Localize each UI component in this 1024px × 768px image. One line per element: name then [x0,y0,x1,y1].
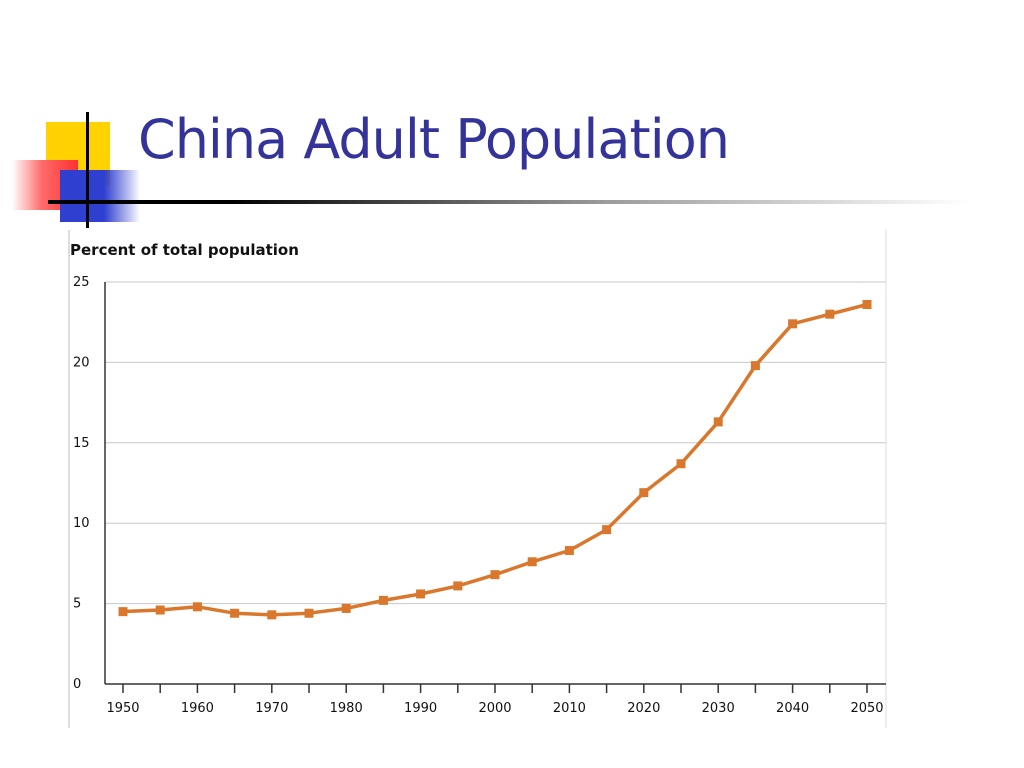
x-tick-label: 2010 [553,701,586,716]
data-point-marker [192,602,202,612]
data-series [118,300,872,620]
y-tick-label: 25 [73,275,90,290]
line-chart: 0 5 10 15 20 25 1950 1960 1970 1980 1990 2000 2010 20… [68,230,888,728]
data-point-marker [341,603,351,613]
data-point-marker [788,319,798,329]
y-tick-label: 20 [73,355,90,370]
series-line [122,302,868,617]
title-decoration-vertical-line [86,112,89,228]
data-point-marker [676,459,686,469]
y-tick-label: 15 [73,436,90,451]
x-tick-label: 2000 [478,701,511,716]
data-point-marker [490,570,500,580]
x-tick-label: 2030 [702,701,735,716]
data-point-marker [713,417,723,427]
chart-canvas: 0 5 10 15 20 25 1950 1960 1970 1980 1990 2000 2010 20… [68,230,887,728]
slide-title: China Adult Population [138,108,730,171]
x-tick-label: 1960 [181,701,214,716]
y-axis-label: Percent of total population [70,241,299,259]
axes: 0 5 10 15 20 25 1950 1960 1970 1980 1990 2000 2010 20… [68,230,887,728]
data-point-marker [155,605,165,615]
data-point-marker [304,608,314,618]
title-decoration-blue-block [60,170,140,222]
gridlines [105,281,886,605]
data-point-marker [267,610,277,620]
data-point-marker [639,488,649,498]
data-point-marker [564,546,574,556]
data-point-marker [230,608,240,618]
data-point-marker [378,595,388,605]
x-tick-label: 1970 [255,701,288,716]
data-point-marker [825,309,835,319]
data-point-marker [527,557,537,567]
x-tick-label: 2020 [627,701,660,716]
x-tick-label: 1950 [106,701,139,716]
data-point-marker [453,581,463,591]
x-tick-label: 2040 [776,701,809,716]
y-tick-label: 0 [73,677,81,692]
x-tick-label: 1980 [330,701,363,716]
x-tick-label: 2050 [850,701,883,716]
data-point-marker [118,607,128,617]
x-tick-label: 1990 [404,701,437,716]
title-underline-rule [48,200,968,204]
y-tick-label: 5 [73,597,81,612]
y-tick-label: 10 [73,516,90,531]
data-point-marker [602,525,612,535]
data-point-marker [750,361,760,371]
data-point-marker [416,589,426,599]
data-point-marker [862,300,872,310]
